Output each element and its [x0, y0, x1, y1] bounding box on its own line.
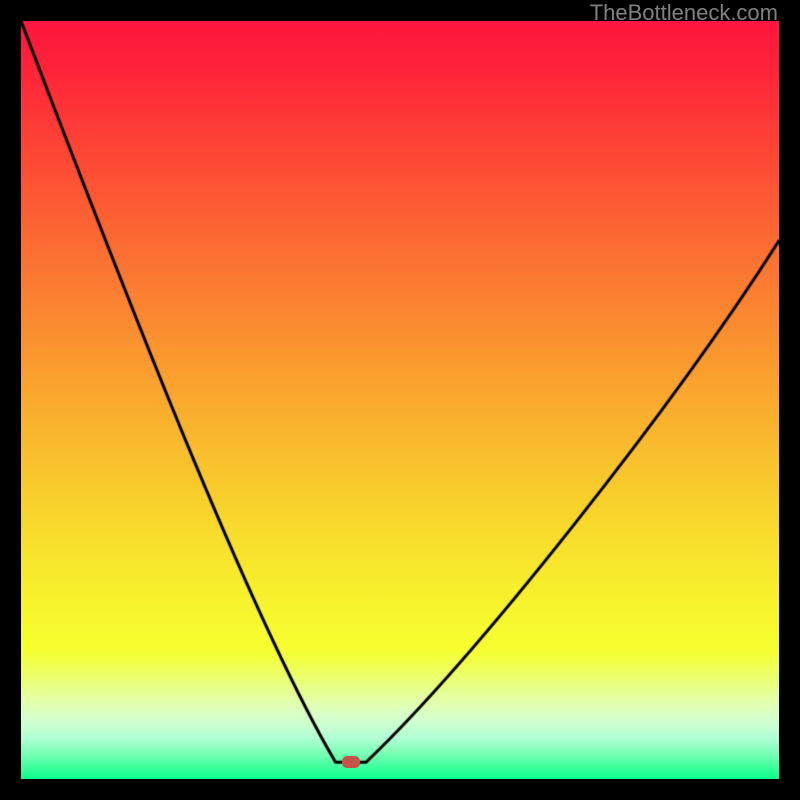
optimal-point-marker	[342, 756, 360, 768]
bottleneck-curve	[21, 21, 779, 779]
plot-area	[21, 21, 779, 779]
chart-stage: TheBottleneck.com	[0, 0, 800, 800]
watermark-text: TheBottleneck.com	[590, 0, 778, 26]
